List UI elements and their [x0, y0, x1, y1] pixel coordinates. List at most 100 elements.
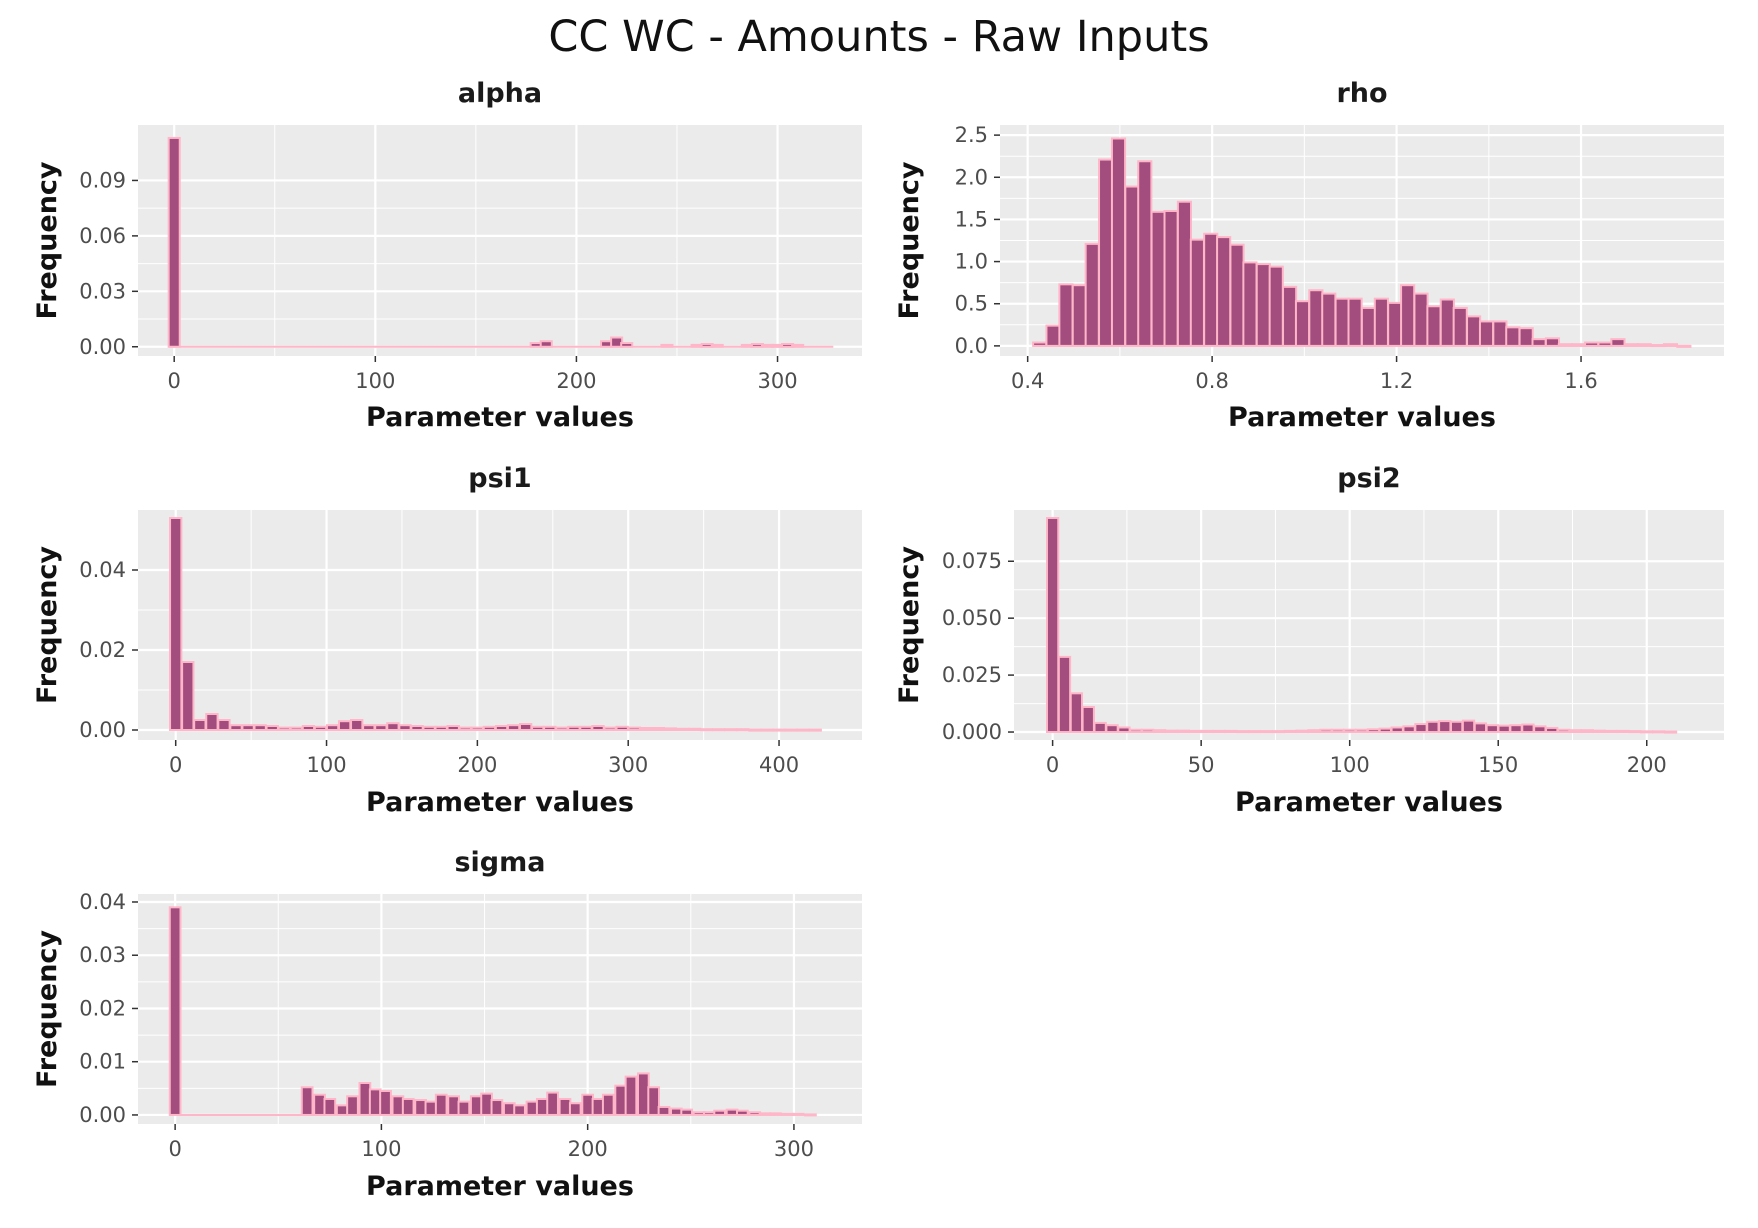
histogram-bar	[1413, 292, 1429, 347]
histogram-bar	[193, 719, 207, 731]
histogram-bar	[1509, 724, 1523, 734]
histogram-bar	[335, 1104, 349, 1116]
histogram-bar	[713, 1109, 727, 1116]
histogram-bar	[337, 720, 352, 732]
histogram-bar	[1129, 728, 1143, 734]
histogram-bar	[1354, 728, 1369, 734]
histogram-bar	[229, 724, 243, 732]
histogram-bar	[1259, 730, 1274, 734]
histogram-bar	[446, 725, 460, 731]
histogram-bar	[358, 1082, 372, 1116]
panel-title: sigma	[454, 847, 545, 878]
histogram-bar	[1518, 327, 1534, 347]
histogram-bar	[169, 517, 183, 731]
histogram-bar	[1137, 160, 1153, 347]
histogram-bar	[1461, 719, 1476, 734]
histogram-bar	[1236, 730, 1250, 734]
y-tick-label: 0.000	[942, 720, 1002, 744]
histogram-bar	[313, 725, 328, 731]
histogram-bar	[791, 1112, 805, 1116]
histogram-bar	[325, 724, 340, 732]
plot-panel-background	[1014, 510, 1724, 740]
histogram-bar	[253, 724, 267, 732]
histogram-bar	[1568, 729, 1583, 734]
histogram-bar	[490, 1099, 504, 1116]
histogram-bar	[401, 1097, 415, 1116]
histogram-bar	[1521, 723, 1535, 734]
histogram-bar	[1557, 343, 1573, 347]
histogram-bar	[1124, 185, 1140, 347]
histogram-bar	[675, 727, 690, 731]
y-tick-label: 1.0	[955, 250, 988, 274]
histogram-bar	[1152, 729, 1167, 734]
histogram-bar	[1203, 232, 1219, 347]
x-tick-label: 400	[759, 753, 799, 777]
histogram-bar	[804, 1113, 817, 1117]
y-tick-label: 0.025	[942, 663, 1002, 687]
histogram-bar	[736, 728, 750, 732]
histogram-bar	[447, 1095, 460, 1116]
histogram-bar	[1110, 137, 1127, 347]
histogram-bar	[457, 1100, 471, 1116]
histogram-bar	[1307, 729, 1321, 734]
histogram-bar	[1390, 726, 1404, 734]
histogram-bar	[1057, 655, 1072, 734]
plot-panel-background	[138, 510, 862, 740]
y-tick-label: 0.02	[79, 638, 126, 662]
histogram-bar	[1084, 242, 1100, 347]
histogram-bar	[702, 1111, 716, 1116]
histogram-bar	[1343, 728, 1357, 734]
histogram-bar	[1676, 344, 1692, 348]
histogram-bar	[1604, 729, 1618, 734]
histogram-bar	[1321, 292, 1337, 347]
histogram-bar	[1071, 284, 1087, 347]
histogram-bar	[398, 724, 412, 732]
chart-title: CC WC - Amounts - Raw Inputs	[548, 12, 1210, 62]
histogram-bar	[1426, 720, 1440, 734]
panel-title: rho	[1336, 78, 1387, 109]
histogram-bar	[502, 1102, 516, 1116]
histogram-bar	[167, 136, 181, 348]
histogram-bar	[1400, 284, 1416, 347]
histogram-bar	[525, 1100, 539, 1116]
y-tick-label: 0.04	[79, 890, 126, 914]
histogram-bar	[1426, 305, 1442, 347]
histogram-bar	[1164, 729, 1179, 734]
histogram-bar	[769, 1112, 782, 1116]
histogram-bar	[1058, 283, 1074, 347]
histogram-bar	[758, 1112, 772, 1116]
histogram-bar	[1247, 730, 1262, 734]
histogram-bar	[1473, 722, 1488, 734]
histogram-bar	[601, 1093, 615, 1116]
histogram-bar	[300, 1086, 314, 1116]
y-axis-title: Frequency	[32, 161, 63, 319]
y-axis-title: Frequency	[894, 161, 925, 319]
histogram-bar	[1545, 726, 1559, 734]
x-axis-title: Parameter values	[366, 402, 634, 433]
histogram-bar	[1531, 338, 1547, 347]
histogram-bar	[539, 340, 553, 348]
histogram-bar	[1216, 236, 1232, 347]
histogram-bar	[346, 1095, 359, 1116]
histogram-bar	[1045, 324, 1061, 347]
histogram-bar	[663, 727, 678, 732]
y-tick-label: 0.03	[79, 279, 126, 303]
x-axis-title: Parameter values	[366, 787, 634, 818]
histogram-bar	[614, 1084, 628, 1116]
histogram-bar	[518, 723, 533, 731]
histogram-bar	[647, 1086, 661, 1116]
histogram-bar	[543, 725, 557, 731]
x-tick-label: 200	[457, 753, 497, 777]
histogram-bar	[781, 1112, 795, 1116]
histogram-bar	[660, 343, 674, 348]
histogram-bar	[531, 725, 545, 731]
y-tick-label: 0.00	[79, 718, 126, 742]
histogram-bar	[712, 728, 726, 732]
histogram-bar	[1224, 729, 1238, 734]
histogram-bar	[687, 727, 702, 731]
x-tick-label: 200	[556, 369, 596, 393]
histogram-bar	[1387, 301, 1403, 347]
histogram-bar	[1268, 265, 1284, 347]
histogram-bar	[379, 1089, 392, 1116]
histogram-bar	[414, 1099, 427, 1116]
